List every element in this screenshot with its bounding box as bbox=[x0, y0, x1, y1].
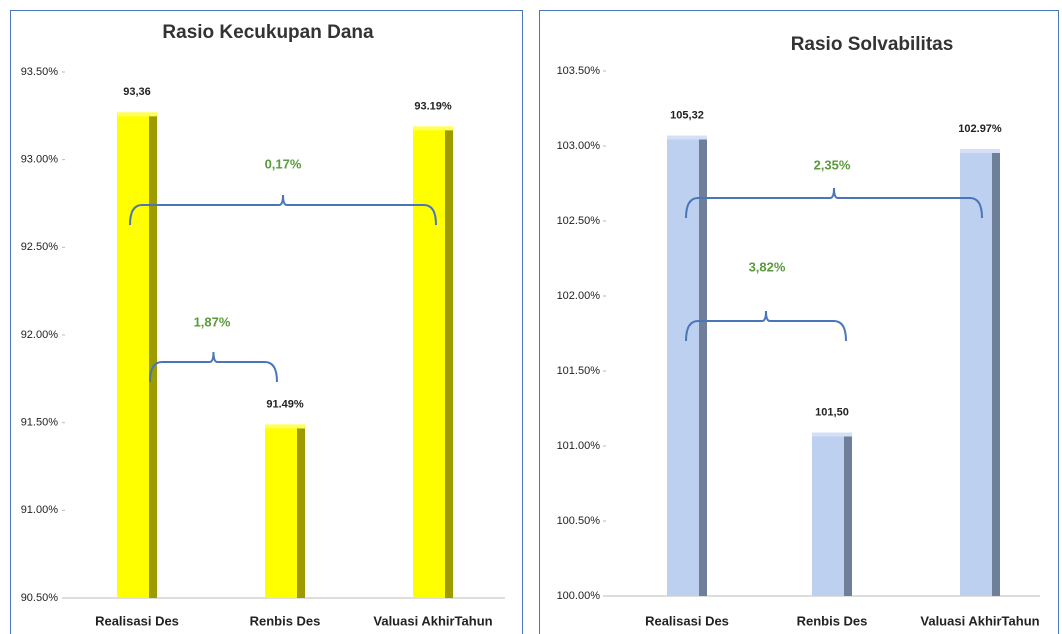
y-tick-label: 103.00% bbox=[557, 140, 601, 152]
bracket bbox=[685, 187, 983, 219]
y-tick-label: 93.00% bbox=[21, 154, 59, 166]
y-tick-label: 91.50% bbox=[21, 417, 59, 429]
x-tick-label: Valuasi AkhirTahun bbox=[373, 613, 492, 628]
bar-label: 105,32 bbox=[670, 109, 704, 121]
chart-title: Rasio Kecukupan Dana bbox=[162, 22, 374, 43]
bar-label: 93,36 bbox=[123, 86, 151, 98]
x-tick-label: Renbis Des bbox=[250, 613, 321, 628]
x-tick-label: Realisasi Des bbox=[645, 613, 729, 628]
y-tick-label: 91.00% bbox=[21, 504, 59, 516]
bar-side bbox=[297, 428, 305, 598]
bar-top bbox=[960, 149, 1000, 153]
bracket bbox=[149, 351, 278, 383]
bar-label: 93.19% bbox=[414, 100, 452, 112]
y-tick-label: 103.50% bbox=[557, 65, 601, 77]
chart-title: Rasio Solvabilitas bbox=[791, 34, 954, 55]
y-tick-label: 93.50% bbox=[21, 66, 59, 78]
bar-label: 91.49% bbox=[266, 398, 304, 410]
y-tick-label: 92.00% bbox=[21, 329, 59, 341]
y-tick-label: 101.50% bbox=[557, 365, 601, 377]
bracket bbox=[685, 310, 847, 342]
bar-side bbox=[445, 130, 453, 598]
difference-label: 0,17% bbox=[265, 156, 302, 171]
bar-top bbox=[413, 126, 453, 131]
difference-label: 1,87% bbox=[194, 314, 231, 329]
bar-side bbox=[149, 116, 157, 599]
bar-side bbox=[699, 139, 707, 596]
x-tick-label: Renbis Des bbox=[797, 613, 868, 628]
x-tick-label: Valuasi AkhirTahun bbox=[920, 613, 1039, 628]
bar-top bbox=[117, 112, 157, 117]
bar-top bbox=[667, 135, 707, 140]
y-tick-label: 92.50% bbox=[21, 241, 59, 253]
bar-top bbox=[812, 432, 852, 437]
y-tick-label: 90.50% bbox=[21, 592, 59, 604]
y-tick-label: 102.50% bbox=[557, 215, 601, 227]
bar-top bbox=[265, 424, 305, 429]
difference-label: 2,35% bbox=[814, 157, 851, 172]
y-tick-label: 101.00% bbox=[557, 440, 601, 452]
y-tick-label: 100.50% bbox=[557, 515, 601, 527]
y-tick-label: 102.00% bbox=[557, 290, 601, 302]
bar-side bbox=[992, 153, 1000, 596]
bar-label: 101,50 bbox=[815, 406, 849, 418]
bar-label: 102.97% bbox=[958, 123, 1002, 135]
bar-side bbox=[844, 436, 852, 596]
difference-label: 3,82% bbox=[749, 259, 786, 274]
bracket bbox=[129, 194, 437, 226]
x-tick-label: Realisasi Des bbox=[95, 613, 179, 628]
y-tick-label: 100.00% bbox=[557, 590, 601, 602]
